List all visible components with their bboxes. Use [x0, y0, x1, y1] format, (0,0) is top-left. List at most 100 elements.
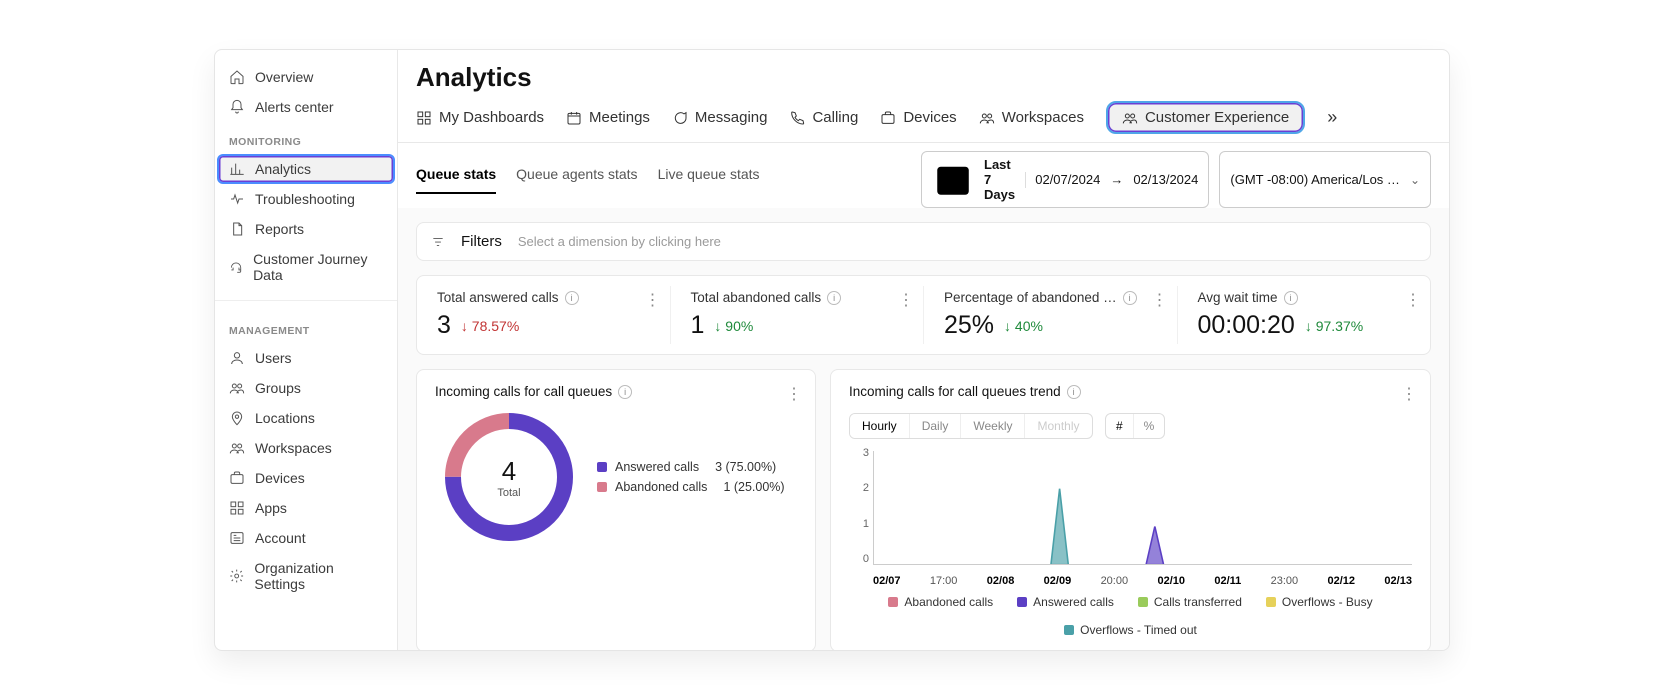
unit-count[interactable]: #	[1106, 414, 1134, 438]
sidebar-item-customer-journey-data[interactable]: Customer Journey Data	[215, 244, 397, 290]
card-menu-button[interactable]: ⋮	[1401, 384, 1416, 404]
tab-calling[interactable]: Calling	[789, 109, 858, 126]
info-icon[interactable]: i	[618, 385, 632, 399]
legend-label: Calls transferred	[1154, 595, 1242, 609]
tab-messaging[interactable]: Messaging	[672, 109, 768, 126]
info-icon[interactable]: i	[1284, 291, 1298, 305]
filter-hint: Select a dimension by clicking here	[518, 234, 721, 249]
timezone-picker[interactable]: (GMT -08:00) America/Los … ⌄	[1219, 151, 1431, 208]
interval-hourly[interactable]: Hourly	[850, 414, 910, 438]
x-tick: 20:00	[1101, 575, 1129, 587]
interval-daily[interactable]: Daily	[910, 414, 962, 438]
sidebar-item-label: Organization Settings	[254, 560, 383, 592]
kpi-menu-button[interactable]: ⋮	[645, 290, 660, 310]
sidebar-item-troubleshooting[interactable]: Troubleshooting	[215, 184, 397, 214]
grid-icon	[229, 500, 245, 516]
content: Filters Select a dimension by clicking h…	[398, 208, 1449, 650]
donut-card-title: Incoming calls for call queues i	[435, 384, 797, 399]
divider	[215, 300, 397, 301]
phone-icon	[789, 110, 805, 126]
sidebar-item-alerts-center[interactable]: Alerts center	[215, 92, 397, 122]
info-icon[interactable]: i	[565, 291, 579, 305]
app-frame: OverviewAlerts center MONITORING Analyti…	[214, 49, 1450, 651]
tab-meetings[interactable]: Meetings	[566, 109, 650, 126]
tab-label: Workspaces	[1002, 109, 1084, 126]
sidebar-item-label: Troubleshooting	[255, 191, 355, 207]
date-start: 02/07/2024	[1035, 172, 1100, 187]
donut-legend: Answered calls 3 (75.00%) Abandoned call…	[597, 454, 785, 500]
kpi-value: 3	[437, 311, 451, 340]
filter-bar[interactable]: Filters Select a dimension by clicking h…	[416, 222, 1431, 261]
sidebar-item-devices[interactable]: Devices	[215, 463, 397, 493]
sidebar-item-workspaces[interactable]: Workspaces	[215, 433, 397, 463]
kpi-menu-button[interactable]: ⋮	[1405, 290, 1420, 310]
kpi-avg-wait-time: ⋮ Avg wait timei 00:00:20 ↓ 97.37%	[1178, 286, 1431, 344]
trend-card-title: Incoming calls for call queues trend i	[849, 384, 1412, 399]
filter-icon	[431, 235, 445, 249]
subtab-queue-agents-stats[interactable]: Queue agents stats	[516, 166, 637, 194]
timezone-label: (GMT -08:00) America/Los …	[1230, 172, 1400, 187]
sidebar-item-label: Customer Journey Data	[253, 251, 383, 283]
sidebar-item-label: Apps	[255, 500, 287, 516]
legend-swatch	[597, 462, 607, 472]
y-tick: 1	[849, 518, 869, 530]
chat-icon	[672, 110, 688, 126]
legend-swatch	[1064, 625, 1074, 635]
legend-label: Abandoned calls	[904, 595, 993, 609]
unit-percent[interactable]: %	[1134, 414, 1165, 438]
x-tick: 02/12	[1328, 575, 1356, 587]
kpi-menu-button[interactable]: ⋮	[898, 290, 913, 310]
sidebar-item-users[interactable]: Users	[215, 343, 397, 373]
trend-chart: 3210 02/0717:0002/0802/0920:0002/1002/11…	[849, 447, 1412, 587]
legend-swatch	[888, 597, 898, 607]
sidebar-item-groups[interactable]: Groups	[215, 373, 397, 403]
tab-my-dashboards[interactable]: My Dashboards	[416, 109, 544, 126]
interval-weekly[interactable]: Weekly	[961, 414, 1025, 438]
donut-total-label: Total	[497, 487, 520, 499]
pin-icon	[229, 410, 245, 426]
subtab-live-queue-stats[interactable]: Live queue stats	[658, 166, 760, 194]
x-tick: 02/07	[873, 575, 901, 587]
sidebar-section-monitoring: MONITORING	[215, 122, 397, 154]
sidebar-item-overview[interactable]: Overview	[215, 62, 397, 92]
x-tick: 02/08	[987, 575, 1015, 587]
legend-count: 1 (25.00%)	[723, 480, 784, 494]
date-arrow: →	[1110, 172, 1123, 187]
info-icon[interactable]: i	[1067, 385, 1081, 399]
trend-legend: Abandoned calls Answered calls Calls trans…	[849, 595, 1412, 637]
sidebar-item-account[interactable]: Account	[215, 523, 397, 553]
sub-bar: Queue stats Queue agents stats Live queue …	[398, 143, 1449, 208]
date-range-picker[interactable]: Last 7 Days 02/07/2024 → 02/13/2024	[921, 151, 1209, 208]
legend-item: Answered calls	[1017, 595, 1114, 609]
headset-icon	[229, 259, 243, 275]
legend-swatch	[1138, 597, 1148, 607]
tab-label: My Dashboards	[439, 109, 544, 126]
card-menu-button[interactable]: ⋮	[786, 384, 801, 404]
sidebar-item-apps[interactable]: Apps	[215, 493, 397, 523]
info-icon[interactable]: i	[827, 291, 841, 305]
legend-count: 3 (75.00%)	[715, 460, 776, 474]
gear-icon	[229, 568, 244, 584]
tab-workspaces[interactable]: Workspaces	[979, 109, 1084, 126]
donut-card: ⋮ Incoming calls for call queues i 4 Tot…	[416, 369, 816, 650]
sidebar: OverviewAlerts center MONITORING Analyti…	[215, 50, 398, 650]
subtab-queue-stats[interactable]: Queue stats	[416, 166, 496, 194]
legend-item: Overflows - Busy	[1266, 595, 1373, 609]
donut-chart: 4 Total	[445, 413, 573, 541]
tab-customer-experience[interactable]: Customer Experience	[1106, 101, 1305, 134]
x-tick: 17:00	[930, 575, 958, 587]
interval-tabs: HourlyDailyWeeklyMonthly	[849, 413, 1093, 439]
kpi-menu-button[interactable]: ⋮	[1152, 290, 1167, 310]
filter-label: Filters	[461, 233, 502, 250]
sidebar-item-locations[interactable]: Locations	[215, 403, 397, 433]
kpi-title: Total answered calls	[437, 290, 559, 305]
tabs-overflow-button[interactable]: »	[1327, 107, 1337, 128]
info-icon[interactable]: i	[1123, 291, 1137, 305]
sidebar-item-reports[interactable]: Reports	[215, 214, 397, 244]
kpi-total-answered-calls: ⋮ Total answered callsi 3 ↓ 78.57%	[417, 286, 671, 344]
sidebar-item-label: Account	[255, 530, 306, 546]
sidebar-item-analytics[interactable]: Analytics	[217, 154, 395, 184]
tab-devices[interactable]: Devices	[880, 109, 956, 126]
y-tick: 3	[849, 447, 869, 459]
sidebar-item-organization-settings[interactable]: Organization Settings	[215, 553, 397, 599]
